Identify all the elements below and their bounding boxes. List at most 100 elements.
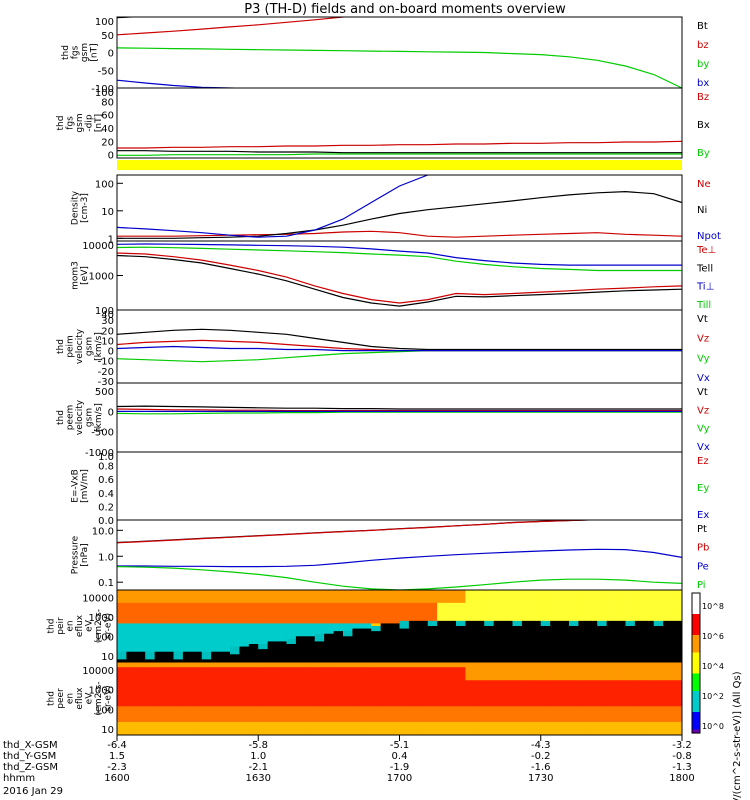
series-group bbox=[117, 520, 682, 590]
spectrogram-cell bbox=[248, 727, 259, 731]
spectrogram-cell bbox=[578, 669, 589, 674]
spectrogram-cell bbox=[625, 626, 636, 630]
spectrogram-cell bbox=[220, 727, 231, 731]
spectrogram-cell bbox=[295, 688, 306, 692]
spectrogram-cell bbox=[192, 602, 203, 607]
spectrogram-cell bbox=[474, 600, 485, 604]
spectrogram-cell bbox=[625, 620, 636, 625]
spectrogram-cell bbox=[267, 651, 278, 655]
spectrogram-cell bbox=[361, 693, 372, 697]
spectrogram-cell bbox=[173, 669, 184, 674]
spectrogram-cell bbox=[361, 669, 372, 674]
spectrogram-cell bbox=[512, 595, 523, 599]
spectrogram-cell bbox=[286, 590, 297, 594]
spectrogram-cell bbox=[456, 636, 467, 640]
spectrogram-cell bbox=[559, 656, 570, 661]
spectrogram-cell bbox=[239, 649, 250, 653]
spectrogram-cell bbox=[390, 608, 401, 612]
spectrogram-cell bbox=[154, 610, 165, 614]
spectrogram-cell bbox=[173, 633, 184, 637]
spectrogram-cell bbox=[587, 669, 598, 674]
spectrogram-cell bbox=[540, 706, 551, 710]
spectrogram-cell bbox=[465, 732, 476, 735]
spectrogram-cell bbox=[239, 590, 250, 594]
spectrogram-cell bbox=[126, 664, 137, 668]
legend-vt: Vt bbox=[697, 387, 708, 398]
spectrogram-cell bbox=[531, 623, 542, 627]
spectrogram-cell bbox=[324, 672, 335, 676]
spectrogram-cell bbox=[333, 618, 344, 622]
spectrogram-cell bbox=[154, 664, 165, 668]
spectrogram-cell bbox=[324, 595, 335, 599]
spectrogram-cell bbox=[295, 677, 306, 681]
spectrogram-cell bbox=[550, 701, 561, 705]
spectrogram-cell bbox=[578, 708, 589, 713]
spectrogram-cell bbox=[474, 701, 485, 705]
spectrogram-cell bbox=[192, 649, 203, 653]
spectrogram-cell bbox=[578, 644, 589, 648]
spectrogram-cell bbox=[352, 680, 363, 684]
spectrogram-cell bbox=[540, 644, 551, 648]
spectrogram-cell bbox=[239, 680, 250, 684]
y-tick-label: 100 bbox=[95, 633, 114, 644]
spectrogram-cell bbox=[465, 618, 476, 622]
spectrogram-cell bbox=[248, 714, 259, 718]
spectrogram-cell bbox=[343, 662, 354, 666]
spectrogram-cell bbox=[182, 608, 193, 612]
spectrogram-cell bbox=[634, 623, 645, 627]
spectrogram-cell bbox=[361, 628, 372, 632]
spectrogram-cell bbox=[380, 682, 391, 687]
y-axis-label-line: thd bbox=[47, 691, 57, 706]
spectrogram-cell bbox=[540, 659, 551, 662]
spectrogram-cell bbox=[644, 644, 655, 648]
spectrogram-cell bbox=[324, 703, 335, 707]
spectrogram-cell bbox=[597, 682, 608, 687]
spectrogram-cell bbox=[408, 667, 419, 671]
spectrogram-cell bbox=[164, 732, 175, 735]
spectrogram-cell bbox=[248, 608, 259, 612]
spectrogram-cell bbox=[521, 628, 532, 632]
spectrogram-cell bbox=[248, 693, 259, 697]
spectrogram-cell bbox=[361, 701, 372, 705]
spectrogram-cell bbox=[173, 708, 184, 713]
spectrogram-cell bbox=[201, 721, 212, 726]
spectrogram-cell bbox=[569, 590, 580, 594]
spectrogram-cell bbox=[164, 680, 175, 684]
spectrogram-cell bbox=[493, 719, 504, 723]
spectrogram-cell bbox=[616, 693, 627, 697]
spectrogram-cell bbox=[220, 719, 231, 723]
spectrogram-cell bbox=[211, 706, 222, 710]
spectrogram-cell bbox=[192, 654, 203, 658]
spectrogram-cell bbox=[399, 711, 410, 715]
spectrogram-cell bbox=[314, 690, 325, 694]
spectrogram-cell bbox=[295, 706, 306, 710]
spectrogram-cell bbox=[531, 703, 542, 707]
ephemeris-value: 1800 bbox=[669, 773, 694, 784]
spectrogram-cell bbox=[324, 662, 335, 666]
spectrogram-cell bbox=[361, 602, 372, 607]
spectrogram-cell bbox=[606, 590, 617, 594]
spectrogram-cell bbox=[399, 592, 410, 596]
spectrogram-cell bbox=[267, 602, 278, 607]
spectrogram-cell bbox=[295, 716, 306, 720]
series-line-tell bbox=[117, 254, 682, 307]
spectrogram-cell bbox=[305, 641, 316, 645]
spectrogram-cell bbox=[653, 649, 664, 653]
spectrogram-cell bbox=[220, 656, 231, 661]
spectrogram-cell bbox=[597, 623, 608, 627]
spectrogram-cell bbox=[390, 602, 401, 607]
spectrogram-cell bbox=[503, 649, 514, 653]
spectrogram-cell bbox=[286, 688, 297, 692]
spectrogram-cell bbox=[418, 654, 429, 658]
spectrogram-cell bbox=[399, 644, 410, 648]
spectrogram-cell bbox=[164, 595, 175, 599]
spectrogram-cell bbox=[126, 703, 137, 707]
spectrogram-cell bbox=[361, 708, 372, 713]
spectrogram-cell bbox=[531, 708, 542, 713]
spectrogram-cell bbox=[540, 675, 551, 679]
spectrogram-cell bbox=[343, 654, 354, 658]
colorbar-segment bbox=[692, 698, 700, 703]
spectrogram-cell bbox=[503, 654, 514, 658]
spectrogram-cell bbox=[446, 590, 457, 594]
spectrogram-cell bbox=[145, 698, 156, 702]
